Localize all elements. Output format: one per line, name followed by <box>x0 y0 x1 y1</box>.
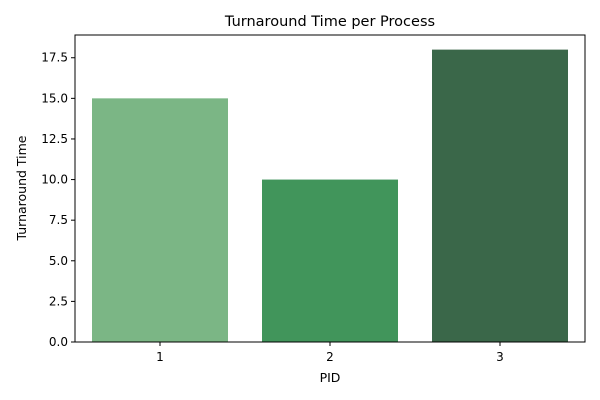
y-tick-label: 15.0 <box>41 91 68 105</box>
y-tick-label: 17.5 <box>41 51 68 65</box>
tick-layer: 1 2 3 0.0 2.5 5.0 7.5 10.0 12.5 15.0 17.5 <box>41 51 504 364</box>
chart-title: Turnaround Time per Process <box>224 14 435 30</box>
y-tick-label: 12.5 <box>41 132 68 146</box>
x-axis-label: PID <box>320 370 341 385</box>
bar-pid-3 <box>432 49 568 342</box>
y-tick-label: 7.5 <box>49 213 68 227</box>
y-axis-label: Turnaround Time <box>14 135 29 241</box>
y-tick-label: 5.0 <box>49 254 68 268</box>
plot-frame <box>74 34 586 343</box>
y-tick-label: 2.5 <box>49 294 68 308</box>
bars-layer <box>92 49 568 342</box>
x-tick-label: 2 <box>326 350 334 364</box>
bar-pid-2 <box>262 179 398 342</box>
x-tick-label: 3 <box>496 350 504 364</box>
y-tick-label: 0.0 <box>49 335 68 349</box>
bar-pid-1 <box>92 98 228 342</box>
x-tick-label: 1 <box>156 350 164 364</box>
axes-frame <box>74 34 586 343</box>
y-tick-label: 10.0 <box>41 173 68 187</box>
